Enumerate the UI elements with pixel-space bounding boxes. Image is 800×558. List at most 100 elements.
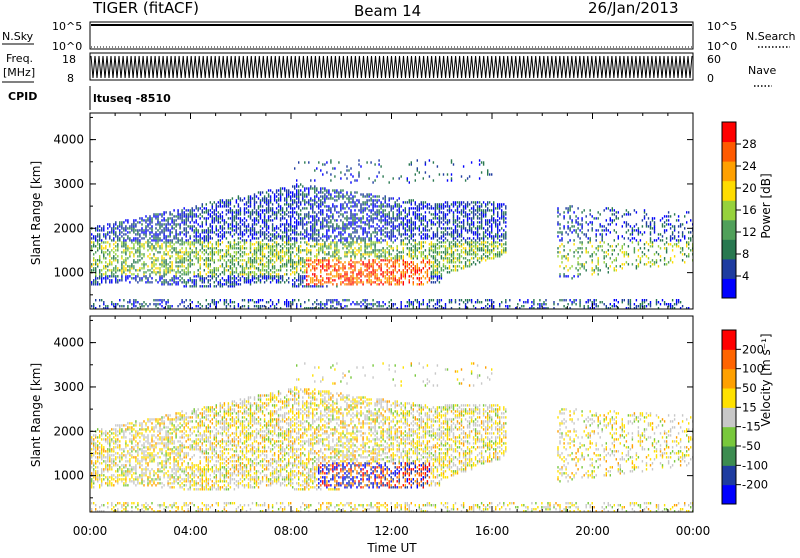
data-cell <box>342 247 343 249</box>
data-cell <box>387 247 388 249</box>
data-cell <box>212 203 213 205</box>
data-cell <box>224 219 225 221</box>
data-cell <box>479 205 480 207</box>
data-cell <box>161 255 162 257</box>
data-cell <box>308 233 309 235</box>
data-cell <box>188 251 189 253</box>
data-cell <box>101 261 102 263</box>
data-cell <box>443 269 444 271</box>
data-cell <box>125 267 126 269</box>
data-cell <box>352 249 353 251</box>
data-cell <box>320 269 321 271</box>
data-cell <box>272 203 273 205</box>
data-cell <box>210 223 211 225</box>
data-cell <box>194 263 195 265</box>
data-cell <box>324 235 325 237</box>
data-cell <box>274 233 275 235</box>
data-cell <box>312 273 313 275</box>
data-cell <box>465 203 466 205</box>
data-cell <box>107 231 108 233</box>
data-cell <box>294 237 295 239</box>
data-cell <box>218 275 219 277</box>
data-cell <box>405 261 406 263</box>
data-cell <box>350 209 351 211</box>
data-cell <box>376 237 377 239</box>
data-cell <box>268 193 269 195</box>
data-cell <box>230 207 231 209</box>
data-cell <box>429 211 430 213</box>
data-cell <box>465 179 466 181</box>
data-cell <box>358 261 359 263</box>
data-cell <box>326 205 327 207</box>
data-cell <box>276 207 277 209</box>
data-cell <box>284 211 285 213</box>
data-cell <box>336 269 337 271</box>
data-cell <box>421 303 422 305</box>
data-cell <box>103 233 104 235</box>
data-cell <box>256 247 257 249</box>
data-cell <box>286 279 287 281</box>
data-cell <box>374 179 375 181</box>
data-cell <box>423 267 424 269</box>
data-cell <box>210 279 211 281</box>
data-cell <box>163 269 164 271</box>
data-cell <box>115 245 116 247</box>
data-cell <box>403 233 404 235</box>
data-cell <box>411 275 412 277</box>
data-cell <box>105 305 106 307</box>
data-cell <box>274 261 275 263</box>
data-cell <box>399 197 400 199</box>
data-cell <box>445 245 446 247</box>
data-cell <box>139 221 140 223</box>
data-cell <box>169 229 170 231</box>
data-cell <box>270 273 271 275</box>
data-cell <box>204 235 205 237</box>
data-cell <box>393 205 394 207</box>
data-cell <box>292 237 293 239</box>
data-cell <box>415 201 416 203</box>
data-cell <box>234 215 235 217</box>
data-cell <box>350 263 351 265</box>
data-cell <box>133 237 134 239</box>
data-cell <box>272 233 273 235</box>
data-cell <box>445 265 446 267</box>
data-cell <box>157 233 158 235</box>
data-cell <box>469 299 470 301</box>
data-cell <box>286 219 287 221</box>
data-cell <box>228 303 229 305</box>
data-cell <box>407 305 408 307</box>
data-cell <box>308 237 309 239</box>
data-cell <box>206 207 207 209</box>
data-cell <box>342 275 343 277</box>
data-cell <box>298 283 299 285</box>
data-cell <box>240 245 241 247</box>
data-cell <box>308 257 309 259</box>
data-cell <box>415 207 416 209</box>
data-cell <box>97 225 98 227</box>
data-cell <box>441 235 442 237</box>
data-cell <box>141 237 142 239</box>
data-cell <box>149 273 150 275</box>
data-cell <box>294 207 295 209</box>
data-cell <box>202 215 203 217</box>
data-cell <box>117 267 118 269</box>
data-cell <box>159 303 160 305</box>
data-cell <box>294 261 295 263</box>
data-cell <box>312 245 313 247</box>
data-cell <box>157 229 158 231</box>
data-cell <box>200 249 201 251</box>
data-cell <box>238 209 239 211</box>
data-cell <box>461 267 462 269</box>
data-cell <box>131 273 132 275</box>
data-cell <box>479 233 480 235</box>
data-cell <box>135 219 136 221</box>
data-cell <box>190 277 191 279</box>
data-cell <box>439 281 440 283</box>
data-cell <box>376 301 377 303</box>
data-cell <box>310 221 311 223</box>
data-cell <box>322 233 323 235</box>
data-cell <box>366 263 367 265</box>
data-cell <box>137 281 138 283</box>
data-cell <box>220 239 221 241</box>
data-cell <box>184 269 185 271</box>
